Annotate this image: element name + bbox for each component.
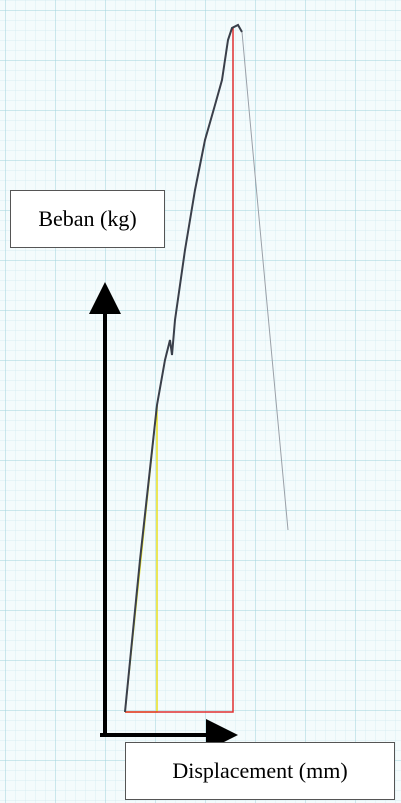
graph-paper xyxy=(0,0,401,803)
x-axis-label: Displacement (mm) xyxy=(125,742,395,800)
figure: Beban (kg) Displacement (mm) xyxy=(0,0,401,803)
grid xyxy=(0,0,401,803)
y-axis-label: Beban (kg) xyxy=(10,190,165,248)
